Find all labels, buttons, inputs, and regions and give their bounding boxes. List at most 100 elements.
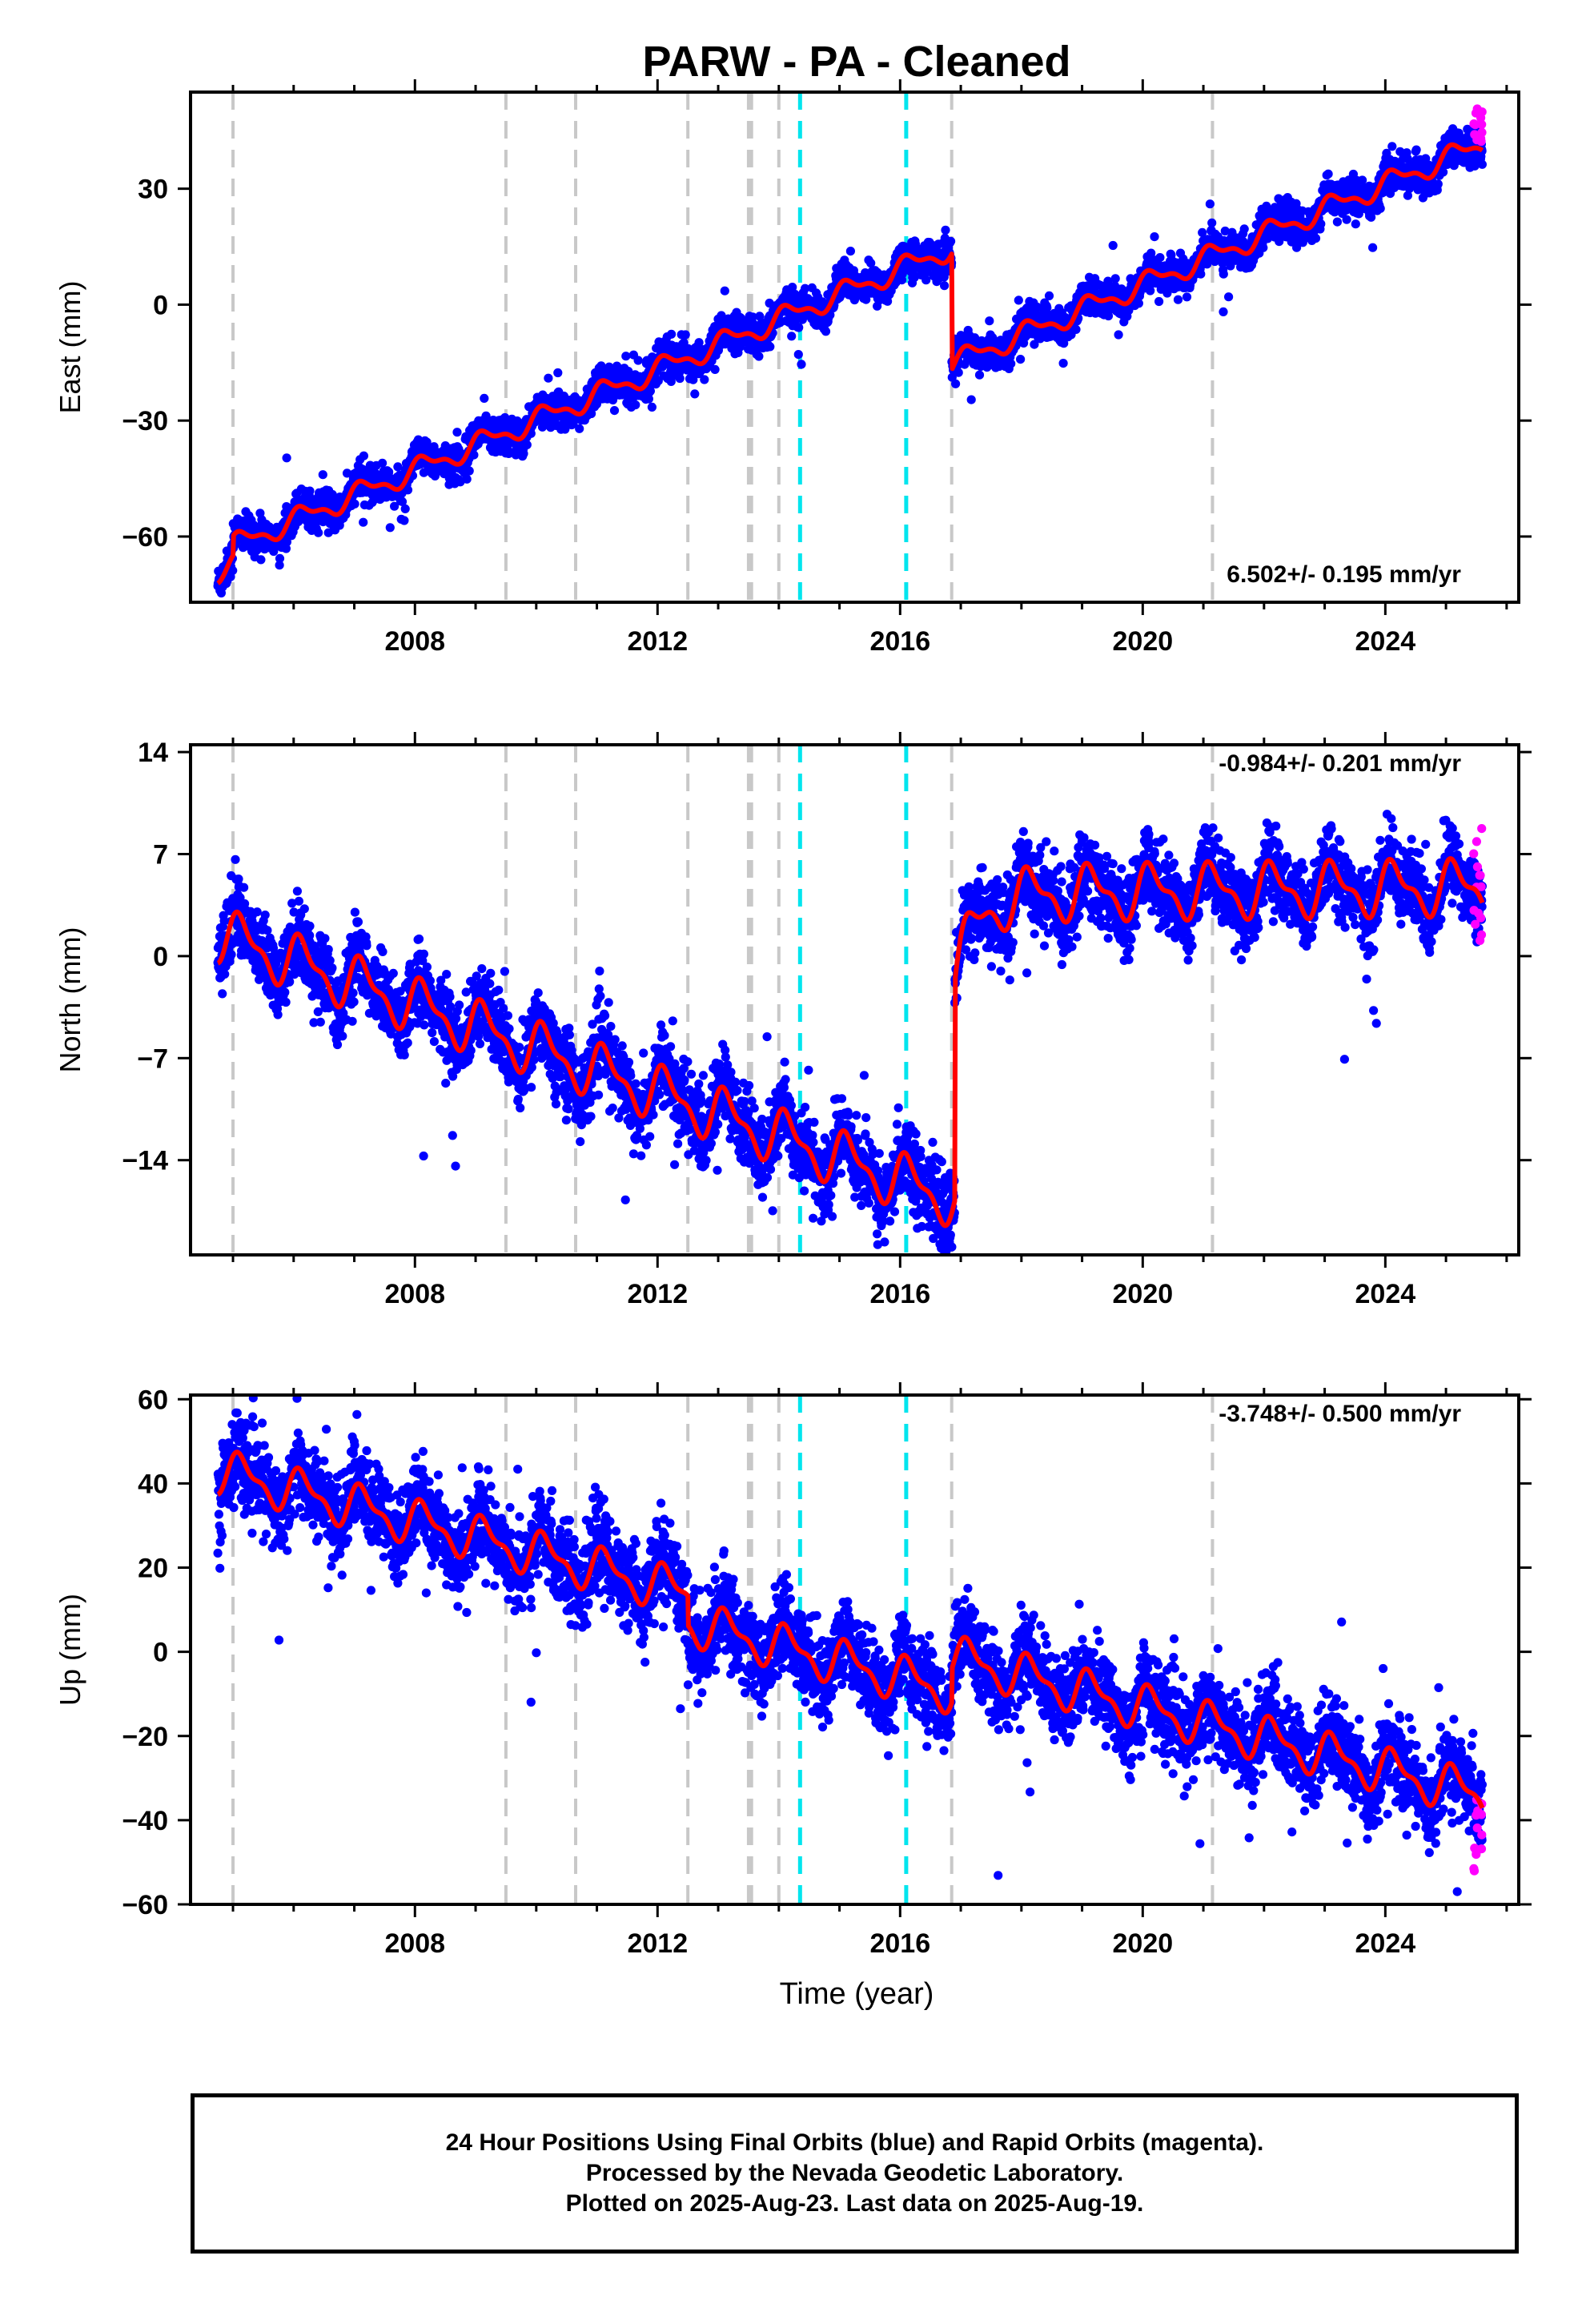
data-point: [754, 352, 764, 361]
data-point: [1224, 292, 1234, 302]
data-point: [419, 468, 429, 477]
data-point: [633, 356, 643, 365]
data-point: [793, 350, 803, 360]
data-point: [700, 375, 709, 384]
data-point: [1196, 269, 1206, 279]
data-point: [748, 312, 757, 322]
rapid-point: [1475, 135, 1484, 145]
x-tick-label: 2024: [1355, 626, 1416, 657]
data-point: [1433, 179, 1443, 189]
data-point: [422, 437, 432, 447]
data-point: [1351, 219, 1360, 229]
y-tick-label: 0: [153, 290, 168, 320]
north-plot-area: [213, 745, 1487, 1255]
data-point: [519, 448, 528, 459]
data-point: [675, 373, 685, 384]
data-point: [596, 361, 606, 371]
data-point: [400, 516, 409, 525]
data-point: [275, 561, 284, 570]
data-point: [736, 342, 745, 352]
data-point: [1342, 215, 1351, 224]
data-point: [1477, 159, 1487, 169]
data-point: [946, 236, 956, 246]
data-point: [350, 499, 359, 509]
data-point: [231, 854, 240, 864]
data-point: [694, 338, 704, 348]
data-point: [1375, 203, 1385, 213]
data-point: [1259, 243, 1268, 252]
x-tick-label: 2016: [869, 626, 930, 657]
data-point: [681, 330, 690, 340]
data-point: [256, 555, 266, 565]
data-point: [281, 544, 291, 553]
data-point: [954, 368, 963, 377]
data-point: [1155, 253, 1165, 263]
data-point: [553, 368, 563, 378]
data-point: [390, 501, 400, 511]
data-point: [974, 370, 985, 380]
data-point: [1173, 295, 1183, 304]
x-tick-label: 2012: [627, 626, 688, 657]
data-point: [400, 504, 410, 514]
data-point: [403, 485, 413, 495]
data-point: [794, 323, 804, 332]
data-point: [397, 497, 408, 507]
data-point: [1323, 169, 1333, 179]
data-point: [1182, 292, 1192, 302]
data-point: [318, 470, 327, 480]
data-point: [1114, 330, 1123, 340]
data-point: [1387, 142, 1397, 151]
data-point: [644, 394, 654, 404]
x-tick-label: 2020: [1113, 626, 1174, 657]
data-point: [1014, 296, 1023, 305]
data-point: [1154, 296, 1164, 307]
data-point: [359, 451, 368, 460]
data-point: [305, 486, 315, 496]
data-point: [1316, 219, 1326, 229]
data-point: [227, 950, 236, 959]
data-point: [801, 283, 810, 293]
data-point: [384, 467, 394, 476]
data-point: [845, 247, 855, 256]
data-point: [1332, 217, 1342, 227]
data-point: [797, 360, 806, 369]
data-point: [1058, 359, 1068, 368]
data-point: [452, 428, 462, 437]
data-point: [314, 528, 323, 537]
data-point: [1006, 359, 1016, 368]
data-point: [1207, 218, 1217, 227]
data-point: [481, 411, 491, 420]
data-point: [1219, 269, 1228, 279]
data-point: [1150, 232, 1159, 242]
data-point: [480, 393, 489, 403]
data-point: [940, 281, 950, 291]
data-point: [282, 453, 291, 463]
data-point: [239, 883, 249, 892]
data-point: [1044, 291, 1054, 300]
y-tick-label: 30: [138, 175, 168, 205]
data-point: [951, 379, 961, 388]
data-point: [720, 286, 729, 296]
data-point: [609, 405, 620, 416]
y-tick-label: −60: [122, 522, 168, 553]
data-point: [787, 332, 797, 341]
data-point: [667, 329, 677, 339]
data-point: [359, 517, 368, 527]
data-point: [690, 389, 700, 399]
east-rate-annotation: 6.502+/- 0.195 mm/yr: [1227, 561, 1461, 588]
data-point: [985, 316, 994, 326]
data-point: [575, 424, 584, 433]
data-point: [1110, 274, 1120, 283]
data-point: [631, 400, 640, 410]
data-point: [1071, 324, 1081, 334]
x-tick-label: 2008: [384, 626, 445, 657]
data-point: [1311, 234, 1321, 243]
data-point: [788, 283, 797, 292]
data-point: [385, 523, 395, 533]
data-point: [1368, 243, 1378, 252]
data-point: [1411, 145, 1421, 155]
data-point: [275, 553, 285, 564]
